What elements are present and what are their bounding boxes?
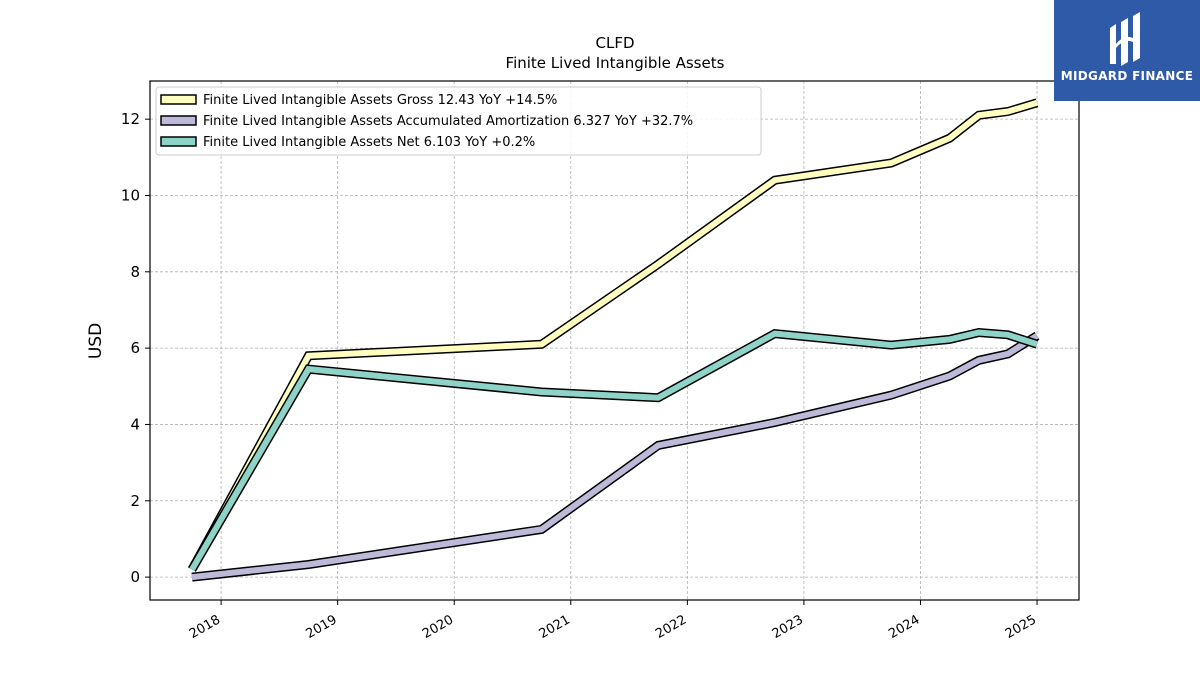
legend-label-net: Finite Lived Intangible Assets Net 6.103… (203, 135, 535, 150)
y-tick-label: 0 (130, 568, 140, 586)
y-tick-label: 8 (130, 263, 140, 281)
y-tick-label: 12 (121, 110, 140, 128)
chart-subtitle: Finite Lived Intangible Assets (506, 54, 725, 72)
x-tick-label: 2025 (1003, 612, 1039, 642)
axis-ticks: 0 2 4 6 8 10 12 2018 2019 2020 2021 2022 2023 2024 202… (121, 110, 1039, 642)
x-tick-label: 2019 (304, 612, 340, 642)
x-tick-label: 2021 (537, 612, 573, 642)
y-tick-label: 2 (130, 492, 140, 510)
series-line-net (189, 329, 1038, 572)
legend-swatch-net (160, 136, 197, 147)
chart-title: CLFD (595, 34, 634, 52)
legend-label-gross: Finite Lived Intangible Assets Gross 12.… (203, 93, 557, 108)
midgard-finance-logo: MIDGARD FINANCE (1054, 0, 1200, 101)
legend-swatch-amortization (160, 115, 197, 126)
x-tick-label: 2024 (886, 612, 922, 642)
x-tick-label: 2018 (187, 612, 223, 642)
legend: Finite Lived Intangible Assets Gross 12.… (155, 86, 762, 156)
series-line-gross-outline (188, 98, 1039, 572)
y-tick-label: 4 (130, 415, 140, 433)
x-tick-label: 2023 (770, 612, 806, 642)
legend-swatch-gross (160, 94, 197, 105)
logo-text: MIDGARD FINANCE (1060, 69, 1194, 83)
y-tick-label: 10 (121, 186, 140, 204)
y-tick-label: 6 (130, 339, 140, 357)
logo-mark-icon (1110, 12, 1140, 66)
legend-label-amortization: Finite Lived Intangible Assets Accumulat… (203, 114, 693, 129)
plot-frame (149, 80, 1080, 601)
series-line-amortization (191, 333, 1039, 581)
y-axis-label: USD (86, 323, 106, 359)
series-line-gross (189, 99, 1038, 571)
legend-frame (155, 86, 762, 156)
x-tick-label: 2022 (653, 612, 689, 642)
series-lines (188, 98, 1040, 582)
x-tick-label: 2020 (420, 612, 456, 642)
